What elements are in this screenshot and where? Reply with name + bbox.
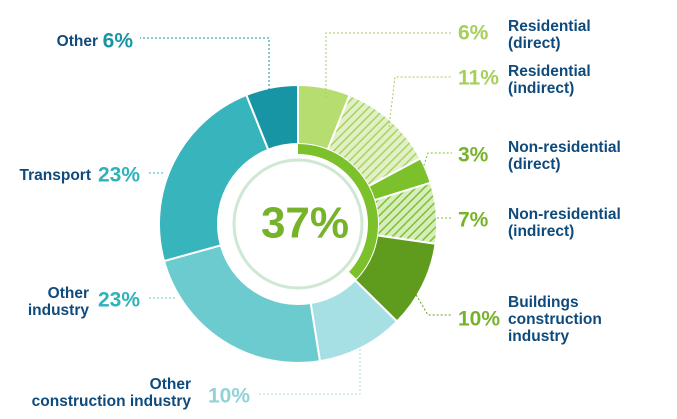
slice-name-8: Other xyxy=(57,33,98,50)
slice-8 xyxy=(245,83,299,152)
slice-percent-2: 3% xyxy=(458,144,489,167)
slice-labels: 6% Residential (direct) 11% Residential (indi… xyxy=(20,18,621,410)
slice-percent-0: 6% xyxy=(458,22,489,45)
leader-line-5 xyxy=(258,345,361,395)
slice-name-2: Non-residential (direct) xyxy=(508,139,621,173)
leader-line-2 xyxy=(419,152,452,178)
slice-6 xyxy=(162,244,322,364)
slice-percent-7: 23% xyxy=(98,164,140,187)
slice-percent-6: 23% xyxy=(98,289,140,312)
leader-line-0 xyxy=(325,32,452,98)
leader-line-8 xyxy=(140,37,270,94)
center-percentage: 37% xyxy=(261,199,349,248)
slice-name-6: Other industry xyxy=(28,285,90,319)
slice-name-5: Other construction industry xyxy=(32,376,192,410)
slice-percent-4: 10% xyxy=(458,308,500,331)
slice-name-1: Residential (indirect) xyxy=(508,63,591,97)
slice-percent-1: 11% xyxy=(458,67,499,90)
slice-percent-8: 6% xyxy=(103,30,134,53)
slice-name-7: Transport xyxy=(20,167,91,184)
leader-line-1 xyxy=(388,76,452,128)
slice-percent-3: 7% xyxy=(458,209,489,232)
slice-7 xyxy=(158,93,270,263)
inner-green-arc xyxy=(298,144,379,279)
slice-name-4: Buildings construction industry xyxy=(508,294,602,345)
slice-name-3: Non-residential (indirect) xyxy=(508,206,621,240)
inner-ring xyxy=(232,158,364,290)
slice-name-0: Residential (direct) xyxy=(508,18,591,52)
slice-percent-5: 10% xyxy=(208,385,250,408)
inner-rings xyxy=(232,144,379,290)
leader-lines xyxy=(140,32,452,395)
